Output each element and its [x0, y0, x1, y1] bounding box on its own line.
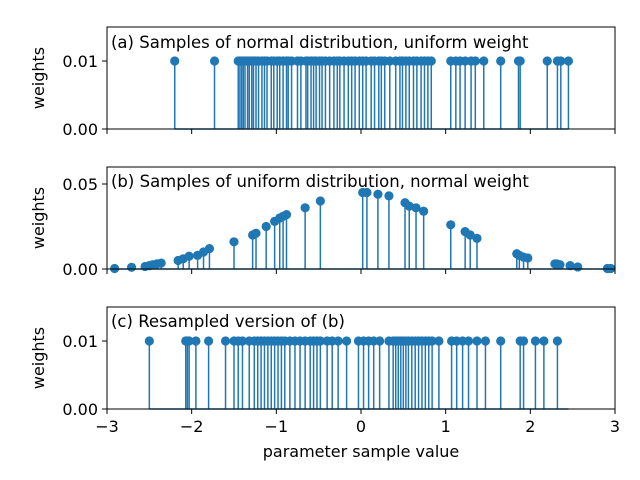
panel-a-ytick-label: 0.00	[62, 120, 98, 139]
panel-c-stem-marker	[315, 336, 325, 346]
panel-b-stem-marker	[362, 187, 372, 198]
panel-a-stem-marker	[556, 56, 566, 66]
panel-b-title: (b) Samples of uniform distribution, nor…	[111, 172, 529, 191]
x-tick-label: 2	[525, 417, 535, 436]
panel-b-stem-marker	[126, 262, 137, 272]
panel-a-stem-marker	[209, 56, 220, 66]
panel-c-stem-marker	[480, 336, 491, 346]
panel-c-stem-marker	[144, 336, 154, 346]
panel-b-stem-marker	[606, 263, 616, 274]
panel-c-ylabel: weights	[29, 327, 48, 389]
panel-b-stem-marker	[555, 260, 565, 270]
panel-a-stem-marker	[542, 56, 552, 66]
x-tick-label: 0	[356, 417, 366, 436]
panel-b-stem-marker	[204, 244, 215, 254]
panel-c-stem-marker	[472, 336, 482, 346]
x-axis-label: parameter sample value	[263, 442, 460, 461]
panel-c-stems	[144, 336, 569, 410]
panel-b: 0.00 0.05 (b) Samples of uniform distribu…	[29, 166, 616, 279]
panel-b-ytick-label: 0.05	[62, 175, 98, 194]
panel-c-stem-marker	[375, 336, 385, 346]
panel-c-stem-marker	[333, 336, 343, 346]
x-tick-label: −3	[95, 417, 119, 436]
panel-a-title: (a) Samples of normal distribution, unif…	[111, 33, 529, 52]
panel-b-stem-marker	[229, 237, 239, 247]
panel-b-stem-marker	[565, 261, 575, 271]
panel-c-stem-marker	[518, 336, 529, 346]
panel-a-ylabel: weights	[29, 47, 48, 109]
panel-a-stem-marker	[470, 56, 480, 66]
panel-c-stem-marker	[552, 336, 563, 346]
panel-c-stem-marker	[204, 336, 214, 346]
panel-c-stem-marker	[427, 336, 437, 346]
panel-b-ytick-label: 0.00	[62, 260, 98, 279]
x-tick-label: 1	[441, 417, 451, 436]
panel-b-stem-marker	[184, 251, 194, 261]
panel-a-stem-marker	[515, 56, 525, 66]
panel-b-stem-marker	[251, 228, 261, 238]
panel-c-stem-marker	[191, 336, 201, 346]
panel-b-stem-marker	[411, 203, 421, 213]
panel-a-stem-marker	[496, 56, 506, 66]
panel-c-stem-marker	[237, 336, 248, 346]
panel-b-stem-marker	[261, 221, 271, 232]
panel-b-stem-marker	[419, 206, 429, 216]
panel-c-stem-marker	[220, 336, 231, 346]
panel-c-ytick-label: 0.00	[62, 400, 98, 419]
panel-b-stem-marker	[281, 210, 292, 220]
panel-c-stem-marker	[434, 336, 444, 346]
x-tick-label: −1	[265, 417, 289, 436]
panel-c-stem-marker	[496, 336, 506, 346]
panel-b-ticks: 0.00 0.05	[62, 175, 616, 279]
panel-b-stem-marker	[156, 258, 166, 268]
panel-c-stem-marker	[184, 336, 194, 346]
panel-b-ylabel: weights	[29, 187, 48, 249]
panel-c-stem-marker	[463, 336, 474, 346]
panel-a-stem-marker	[479, 56, 489, 66]
panel-c-ytick-label: 0.01	[62, 332, 98, 351]
panel-a-stem-marker	[426, 56, 436, 66]
panel-b-stem-marker	[315, 196, 325, 206]
panel-b-stem-marker	[446, 220, 456, 230]
panel-a-ytick-label: 0.01	[62, 52, 98, 71]
panel-b-stem-marker	[300, 203, 310, 213]
panel-b-stem-marker	[384, 191, 394, 201]
panel-b-stem-marker	[465, 230, 475, 240]
x-tick-label: −2	[180, 417, 204, 436]
panel-b-stem-marker	[373, 189, 383, 199]
panel-b-stem-marker	[110, 263, 120, 274]
panel-b-stems	[110, 187, 616, 274]
panel-a: 0.00 0.01 (a) Samples of normal distribut…	[29, 26, 616, 139]
panel-a-ticks: 0.00 0.01	[62, 52, 616, 139]
panel-b-stem-marker	[523, 253, 533, 263]
x-tick-label: 3	[610, 417, 620, 436]
panel-b-stem-marker	[472, 233, 482, 243]
panel-b-stem-marker	[573, 262, 583, 272]
panel-c-stem-marker	[530, 336, 541, 346]
panel-a-stems	[170, 56, 574, 130]
panel-c-stem-marker	[539, 336, 549, 346]
panel-c: 0.00 0.01 −3 −2 −1 0 1 2 3 (c) Resampled version…	[29, 306, 620, 461]
panel-a-stem-marker	[563, 56, 574, 66]
panel-c-stem-marker	[342, 336, 352, 346]
panel-c-title: (c) Resampled version of (b)	[111, 312, 345, 331]
panel-a-stem-marker	[170, 56, 180, 66]
panel-c-ticks: 0.00 0.01 −3 −2 −1 0 1 2 3	[62, 332, 620, 436]
